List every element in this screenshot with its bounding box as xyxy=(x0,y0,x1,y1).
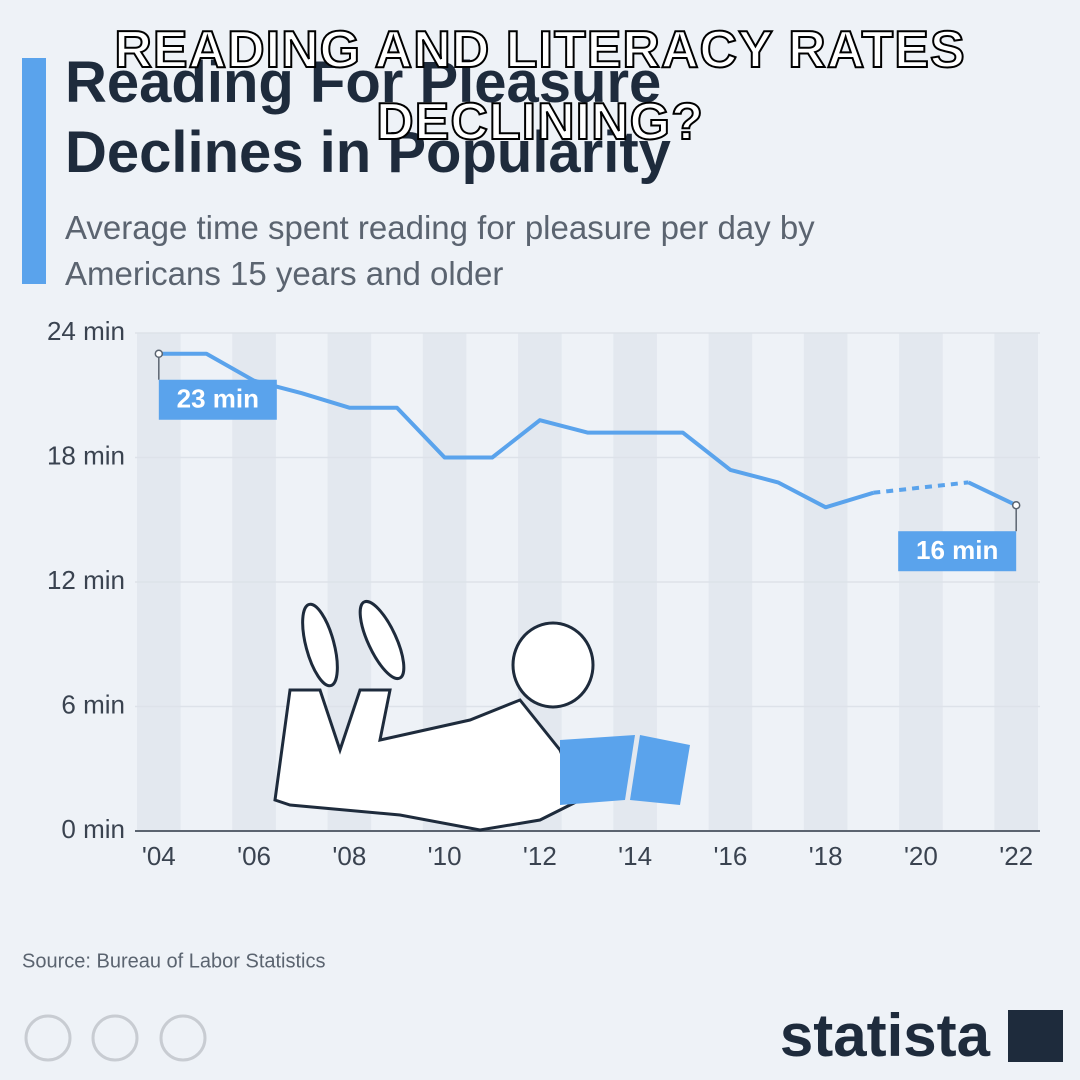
point xyxy=(1011,500,1021,510)
chart-title: Reading For Pleasure Declines in Popular… xyxy=(65,50,671,185)
y-tick-label: 0 min xyxy=(61,814,125,844)
chart-subtitle: Average time spent reading for pleasure … xyxy=(65,209,815,292)
x-tick-label: '22 xyxy=(999,841,1033,871)
x-tick-label: '16 xyxy=(713,841,747,871)
license-icons xyxy=(24,1014,207,1062)
value-label: 16 min xyxy=(916,535,998,565)
value-label-box xyxy=(898,531,1017,572)
brand: statista xyxy=(780,1002,991,1069)
y-tick-label: 24 min xyxy=(47,316,125,346)
x-tick-label: '12 xyxy=(523,841,557,871)
y-tick-label: 18 min xyxy=(47,440,125,470)
brand-logo xyxy=(1008,1010,1063,1062)
point xyxy=(154,349,164,358)
line-gap-bridge xyxy=(873,480,969,495)
value-label: 23 min xyxy=(177,384,259,414)
value-label-box xyxy=(158,379,277,420)
y-tick-label: 6 min xyxy=(61,689,125,719)
x-tick-label: '20 xyxy=(904,841,938,871)
illustration xyxy=(273,599,690,832)
source: Source: Bureau of Labor Statistics xyxy=(22,950,326,972)
accent-bar xyxy=(22,58,46,284)
x-tick-label: '10 xyxy=(428,841,462,871)
y-tick-label: 12 min xyxy=(47,565,125,595)
x-tick-label: '06 xyxy=(237,841,271,871)
x-tick-label: '08 xyxy=(332,841,366,871)
line xyxy=(158,351,1018,510)
x-tick-label: '04 xyxy=(142,841,176,871)
x-tick-label: '14 xyxy=(618,841,652,871)
overlay-caption: READING AND LITERACY RATES DECLINING? xyxy=(113,20,966,152)
x-tick-label: '18 xyxy=(809,841,843,871)
